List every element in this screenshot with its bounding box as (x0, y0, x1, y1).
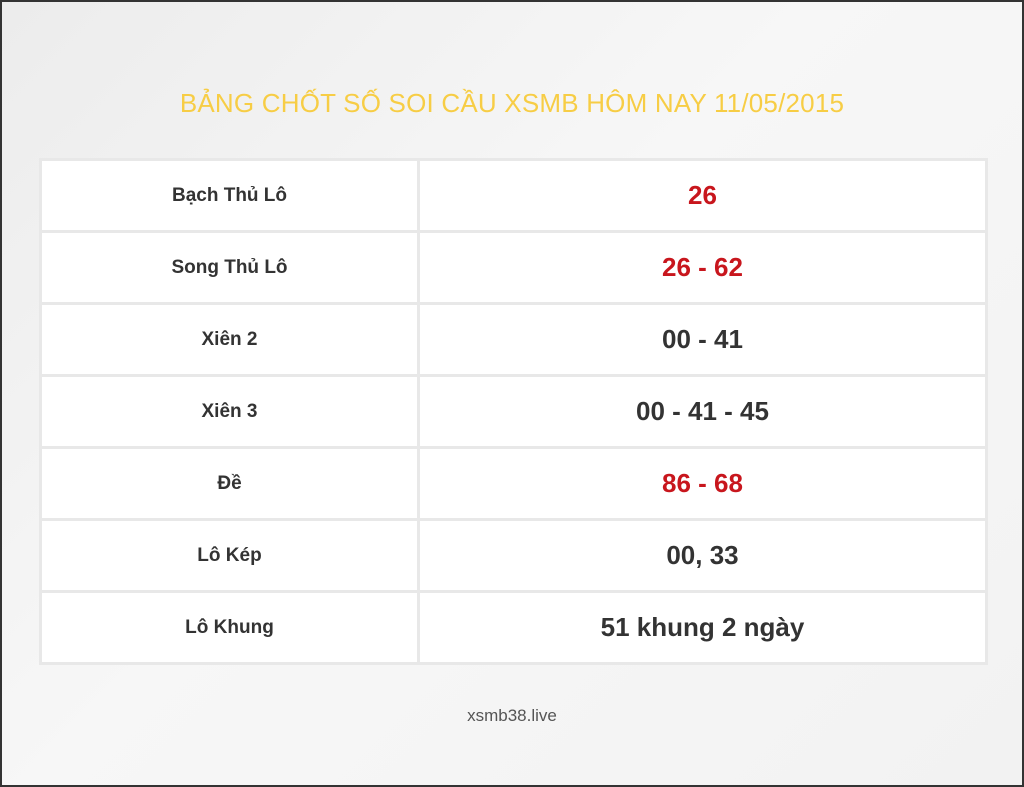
row-label: Song Thủ Lô (39, 230, 420, 305)
row-label: Xiên 3 (39, 374, 420, 449)
prediction-table: Bạch Thủ Lô 26 Song Thủ Lô 26 - 62 Xiên 2 00 … (39, 158, 988, 665)
row-label: Lô Kép (39, 518, 420, 593)
row-value: 00 - 41 - 45 (417, 374, 988, 449)
row-label: Đề (39, 446, 420, 521)
table-row: Lô Khung 51 khung 2 ngày (39, 590, 988, 665)
page-title: BẢNG CHỐT SỐ SOI CẦU XSMB HÔM NAY 11/05/… (179, 88, 845, 118)
table-row: Song Thủ Lô 26 - 62 (39, 230, 988, 305)
row-label: Bạch Thủ Lô (39, 158, 420, 233)
site-watermark: xsmb38.live (467, 706, 557, 725)
row-value: 51 khung 2 ngày (417, 590, 988, 665)
table-row: Bạch Thủ Lô 26 (39, 158, 988, 233)
row-value: 26 (417, 158, 988, 233)
table-row: Lô Kép 00, 33 (39, 518, 988, 593)
row-value: 00, 33 (417, 518, 988, 593)
row-value: 26 - 62 (417, 230, 988, 305)
table-row: Đề 86 - 68 (39, 446, 988, 521)
table-row: Xiên 2 00 - 41 (39, 302, 988, 377)
row-label: Xiên 2 (39, 302, 420, 377)
row-label: Lô Khung (39, 590, 420, 665)
table-row: Xiên 3 00 - 41 - 45 (39, 374, 988, 449)
row-value: 86 - 68 (417, 446, 988, 521)
row-value: 00 - 41 (417, 302, 988, 377)
